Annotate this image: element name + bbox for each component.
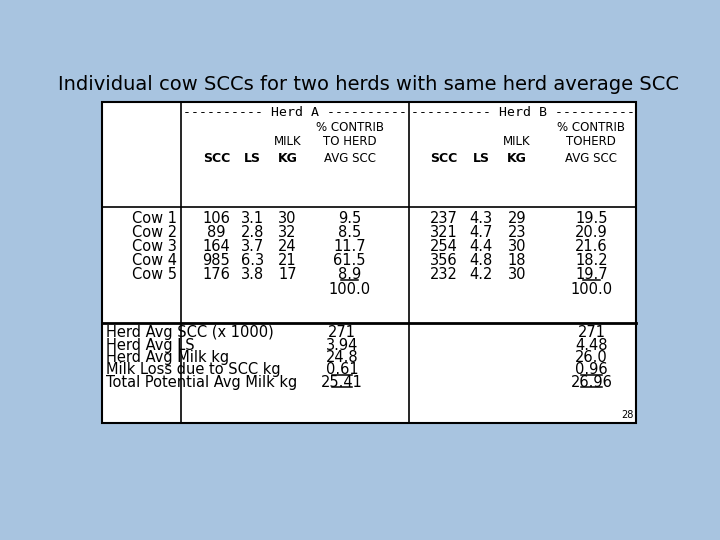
Text: 30: 30	[508, 239, 526, 254]
Text: Cow 2: Cow 2	[132, 225, 177, 240]
Text: 26.96: 26.96	[570, 375, 613, 389]
Text: 237: 237	[431, 211, 458, 226]
Text: AVG SCC: AVG SCC	[323, 152, 376, 165]
Text: SCC: SCC	[203, 152, 230, 165]
Text: 20.9: 20.9	[575, 225, 608, 240]
Text: 4.7: 4.7	[469, 225, 493, 240]
Text: ---------- Herd B ----------: ---------- Herd B ----------	[411, 106, 635, 119]
Text: Total Potential Avg Milk kg: Total Potential Avg Milk kg	[107, 375, 297, 389]
Text: ---------- Herd A ----------: ---------- Herd A ----------	[184, 106, 408, 119]
Text: 25.41: 25.41	[321, 375, 363, 389]
Text: 21.6: 21.6	[575, 239, 608, 254]
Text: Herd Avg SCC (x 1000): Herd Avg SCC (x 1000)	[107, 325, 274, 340]
Text: 4.48: 4.48	[575, 338, 608, 353]
Text: 6.3: 6.3	[241, 253, 264, 268]
Text: Milk Loss due to SCC kg: Milk Loss due to SCC kg	[107, 362, 281, 377]
Bar	[102, 102, 636, 423]
Text: 4.2: 4.2	[469, 267, 493, 282]
Text: 32: 32	[279, 225, 297, 240]
Text: 8.9: 8.9	[338, 267, 361, 282]
Text: 8.5: 8.5	[338, 225, 361, 240]
Text: 24: 24	[279, 239, 297, 254]
Text: 18.2: 18.2	[575, 253, 608, 268]
Text: 2.8: 2.8	[241, 225, 264, 240]
Text: 3.1: 3.1	[241, 211, 264, 226]
Text: 232: 232	[431, 267, 458, 282]
Text: 3.7: 3.7	[241, 239, 264, 254]
Text: MILK: MILK	[503, 136, 531, 148]
Text: 3.8: 3.8	[241, 267, 264, 282]
Text: KG: KG	[507, 152, 527, 165]
Text: LS: LS	[473, 152, 490, 165]
Text: 19.7: 19.7	[575, 267, 608, 282]
Text: Cow 1: Cow 1	[132, 211, 177, 226]
Text: SCC: SCC	[431, 152, 458, 165]
Text: 11.7: 11.7	[333, 239, 366, 254]
Text: AVG SCC: AVG SCC	[565, 152, 618, 165]
Text: 356: 356	[431, 253, 458, 268]
Text: TOHERD: TOHERD	[567, 136, 616, 148]
Text: TO HERD: TO HERD	[323, 136, 377, 148]
Text: MILK: MILK	[274, 136, 302, 148]
Text: 4.3: 4.3	[470, 211, 493, 226]
Text: 0.61: 0.61	[325, 362, 358, 377]
Text: 29: 29	[508, 211, 526, 226]
Text: 4.4: 4.4	[469, 239, 493, 254]
Text: Cow 3: Cow 3	[132, 239, 177, 254]
Text: KG: KG	[278, 152, 297, 165]
Text: 21: 21	[279, 253, 297, 268]
Text: 176: 176	[202, 267, 230, 282]
Text: % CONTRIB: % CONTRIB	[557, 120, 626, 134]
Text: 89: 89	[207, 225, 225, 240]
Text: 164: 164	[202, 239, 230, 254]
Text: 26.0: 26.0	[575, 350, 608, 365]
Text: 4.8: 4.8	[469, 253, 493, 268]
Text: 271: 271	[577, 325, 606, 340]
Text: 30: 30	[279, 211, 297, 226]
Text: 100.0: 100.0	[570, 282, 613, 297]
Text: 61.5: 61.5	[333, 253, 366, 268]
Text: Cow 5: Cow 5	[132, 267, 177, 282]
Text: 24.8: 24.8	[325, 350, 358, 365]
Text: 28: 28	[621, 410, 634, 420]
Text: 271: 271	[328, 325, 356, 340]
Text: Herd Avg Milk kg: Herd Avg Milk kg	[107, 350, 230, 365]
Text: 18: 18	[508, 253, 526, 268]
Text: 3.94: 3.94	[325, 338, 358, 353]
Text: 19.5: 19.5	[575, 211, 608, 226]
Text: 985: 985	[202, 253, 230, 268]
Text: 106: 106	[202, 211, 230, 226]
Text: Cow 4: Cow 4	[132, 253, 177, 268]
Text: 30: 30	[508, 267, 526, 282]
Text: Herd Avg LS: Herd Avg LS	[107, 338, 195, 353]
Text: 321: 321	[431, 225, 458, 240]
Text: 9.5: 9.5	[338, 211, 361, 226]
Text: 100.0: 100.0	[328, 282, 371, 297]
Text: % CONTRIB: % CONTRIB	[315, 120, 384, 134]
Text: Individual cow SCCs for two herds with same herd average SCC: Individual cow SCCs for two herds with s…	[58, 75, 680, 93]
Text: 0.96: 0.96	[575, 362, 608, 377]
Text: 254: 254	[431, 239, 458, 254]
Text: LS: LS	[244, 152, 261, 165]
Text: 17: 17	[279, 267, 297, 282]
Text: 23: 23	[508, 225, 526, 240]
